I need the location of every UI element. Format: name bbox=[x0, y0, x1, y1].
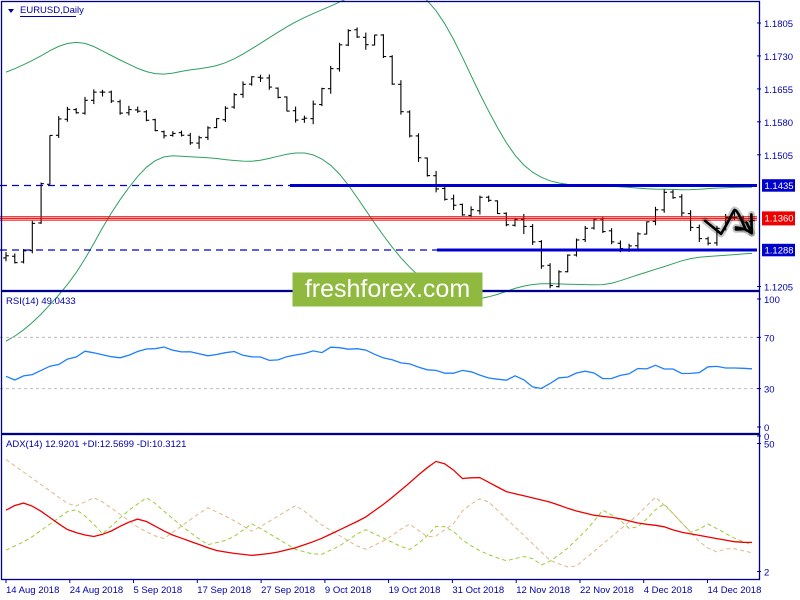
svg-text:19 Oct 2018: 19 Oct 2018 bbox=[389, 585, 441, 596]
svg-text:14 Dec 2018: 14 Dec 2018 bbox=[708, 585, 762, 596]
svg-text:27 Sep 2018: 27 Sep 2018 bbox=[261, 585, 315, 596]
svg-text:9 Oct 2018: 9 Oct 2018 bbox=[325, 585, 371, 596]
svg-text:22 Nov 2018: 22 Nov 2018 bbox=[580, 585, 634, 596]
svg-text:1.1288: 1.1288 bbox=[765, 245, 794, 256]
svg-text:RSI(14) 49.0433: RSI(14) 49.0433 bbox=[6, 296, 76, 307]
svg-text:24 Aug 2018: 24 Aug 2018 bbox=[70, 585, 123, 596]
svg-text:4 Dec 2018: 4 Dec 2018 bbox=[644, 585, 693, 596]
svg-text:31 Oct 2018: 31 Oct 2018 bbox=[452, 585, 504, 596]
svg-text:1.1580: 1.1580 bbox=[764, 118, 793, 129]
svg-text:1.1730: 1.1730 bbox=[764, 52, 793, 63]
svg-text:50: 50 bbox=[764, 440, 775, 451]
svg-text:5 Sep 2018: 5 Sep 2018 bbox=[134, 585, 183, 596]
svg-text:1.1360: 1.1360 bbox=[765, 214, 794, 225]
svg-text:14 Aug 2018: 14 Aug 2018 bbox=[6, 585, 59, 596]
svg-text:1.1505: 1.1505 bbox=[764, 151, 793, 162]
svg-text:17 Sep 2018: 17 Sep 2018 bbox=[197, 585, 251, 596]
svg-text:1.1655: 1.1655 bbox=[764, 85, 793, 96]
svg-text:2: 2 bbox=[764, 568, 769, 579]
svg-text:1.1805: 1.1805 bbox=[764, 19, 793, 30]
svg-text:ADX(14) 12.9201 +DI:12.5699 -D: ADX(14) 12.9201 +DI:12.5699 -DI:10.3121 bbox=[6, 439, 186, 450]
svg-text:70: 70 bbox=[764, 333, 775, 344]
svg-text:1.1205: 1.1205 bbox=[764, 283, 793, 294]
svg-text:12 Nov 2018: 12 Nov 2018 bbox=[516, 585, 570, 596]
svg-text:EURUSD,Daily: EURUSD,Daily bbox=[20, 5, 84, 16]
svg-text:freshforex.com: freshforex.com bbox=[305, 275, 470, 303]
svg-text:30: 30 bbox=[764, 385, 775, 396]
svg-text:100: 100 bbox=[764, 295, 780, 306]
svg-text:1.1435: 1.1435 bbox=[765, 181, 794, 192]
